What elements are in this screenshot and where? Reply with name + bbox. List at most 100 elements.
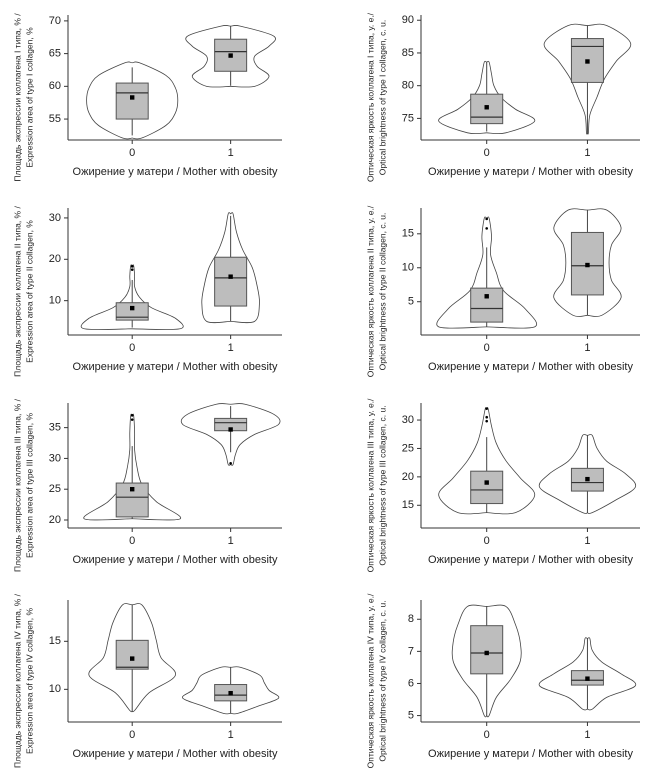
box xyxy=(470,287,504,323)
y-tick-label: 15 xyxy=(49,635,61,647)
y-tick-label: 80 xyxy=(402,80,414,92)
x-tick-label: 1 xyxy=(228,729,234,741)
x-tick-label: 0 xyxy=(484,342,490,354)
y-tick-label: 90 xyxy=(402,14,414,26)
mean xyxy=(130,656,135,661)
x-tick-label: 0 xyxy=(129,147,135,159)
x-axis-label: Ожирение у матери / Mother with obesity xyxy=(428,361,633,373)
y-tick-label: 10 xyxy=(49,295,61,307)
x-axis-label: Ожирение у матери / Mother with obesity xyxy=(73,748,278,760)
x-tick-label: 0 xyxy=(129,729,135,741)
y-axis-label: Оптическая яркость коллагена II типа, у.… xyxy=(365,205,375,377)
y-axis-label: Оптическая яркость коллагена III типа, у… xyxy=(365,398,375,572)
y-tick-label: 20 xyxy=(49,514,61,526)
y-axis-label: Expression area of type I collagen, % xyxy=(24,27,34,168)
y-axis-label: Expression area of type III collagen, % xyxy=(24,413,34,558)
mean xyxy=(484,650,489,656)
y-tick-label: 70 xyxy=(49,15,61,27)
mean xyxy=(228,274,233,279)
y-tick-label: 10 xyxy=(402,262,414,274)
box xyxy=(115,639,149,670)
x-axis-label: Ожирение у матери / Mother with obesity xyxy=(428,748,633,760)
outlier xyxy=(485,415,489,419)
x-tick-label: 0 xyxy=(129,342,135,354)
box xyxy=(214,256,248,307)
x-tick-label: 1 xyxy=(584,342,590,354)
x-axis-label: Ожирение у матери / Mother with obesity xyxy=(73,361,278,373)
panel: 10 20 30 Площадь экспрессии коллагена II ти… xyxy=(12,206,282,377)
box xyxy=(115,82,149,120)
panel: 75 80 85 90 Оптическая яркость коллагена I т… xyxy=(365,12,640,182)
outlier xyxy=(130,268,134,271)
y-tick-label: 35 xyxy=(49,422,61,434)
y-tick-label: 65 xyxy=(49,48,61,60)
outlier xyxy=(485,227,489,230)
y-tick-label: 30 xyxy=(49,452,61,464)
y-tick-label: 75 xyxy=(402,112,414,124)
y-tick-label: 25 xyxy=(402,442,414,454)
x-axis-label: Ожирение у матери / Mother with obesity xyxy=(428,554,633,566)
x-tick-label: 1 xyxy=(584,535,590,547)
x-axis-label: Ожирение у матери / Mother with obesity xyxy=(428,166,633,178)
mean xyxy=(484,294,489,299)
y-tick-label: 55 xyxy=(49,113,61,125)
outlier xyxy=(130,265,134,268)
mean xyxy=(130,305,135,311)
y-tick-label: 6 xyxy=(408,677,414,689)
y-axis-label: Expression area of type IV collagen, % xyxy=(24,608,34,754)
y-axis-label: Expression area of type II collagen, % xyxy=(24,220,34,363)
y-tick-label: 30 xyxy=(49,212,61,224)
y-axis-label: Optical brightness of type II collagen, … xyxy=(377,213,387,371)
mean xyxy=(585,262,590,268)
y-tick-label: 7 xyxy=(408,645,414,657)
panel: 20 25 30 35 Площадь экспрессии коллагена III… xyxy=(12,398,282,572)
y-tick-label: 25 xyxy=(49,483,61,495)
mean xyxy=(585,676,590,681)
y-axis-label: Оптическая яркость коллагена I типа, у. … xyxy=(365,12,375,182)
mean xyxy=(585,476,590,482)
mean xyxy=(585,59,590,64)
mean xyxy=(228,690,233,696)
y-tick-label: 5 xyxy=(408,709,414,721)
y-axis-label: Optical brightness of type I collagen, c… xyxy=(377,20,387,175)
box xyxy=(115,302,149,321)
y-tick-label: 5 xyxy=(408,296,414,308)
y-axis-label: Optical brightness of type IV collagen, … xyxy=(377,600,387,761)
y-axis-label: Площадь экспрессии коллагена III типа, %… xyxy=(12,398,22,572)
y-axis-label: Площадь экспрессии коллагена I типа, % / xyxy=(12,13,22,182)
x-tick-label: 0 xyxy=(484,535,490,547)
y-tick-label: 8 xyxy=(408,613,414,625)
mean xyxy=(228,53,233,58)
outlier xyxy=(130,414,134,417)
mean xyxy=(228,427,233,432)
panel: 55 60 65 70 Площадь экспрессии коллагена I т… xyxy=(12,13,282,182)
y-tick-label: 10 xyxy=(49,683,61,695)
y-tick-label: 20 xyxy=(402,471,414,483)
outlier xyxy=(130,418,134,421)
outlier xyxy=(485,407,489,410)
y-tick-label: 85 xyxy=(402,47,414,59)
y-tick-label: 20 xyxy=(49,253,61,265)
y-axis-label: Площадь экспрессии коллагена II типа, % … xyxy=(12,206,22,377)
y-tick-label: 15 xyxy=(402,499,414,511)
x-tick-label: 1 xyxy=(228,147,234,159)
y-tick-label: 60 xyxy=(49,80,61,92)
y-axis-label: Площадь экспрессии коллагена IV типа, % … xyxy=(12,593,22,768)
x-axis-label: Ожирение у матери / Mother with obesity xyxy=(73,166,278,178)
y-tick-label: 15 xyxy=(402,228,414,240)
panel: 5 6 7 8 Оптическая яркость коллагена IV типа… xyxy=(365,593,640,768)
y-axis-label: Оптическая яркость коллагена IV типа, у.… xyxy=(365,593,375,768)
box xyxy=(470,625,504,675)
x-tick-label: 1 xyxy=(584,729,590,741)
y-tick-label: 30 xyxy=(402,414,414,426)
y-axis-label: Optical brightness of type III collagen,… xyxy=(377,405,387,565)
mean xyxy=(130,95,135,100)
x-tick-label: 1 xyxy=(228,535,234,547)
x-tick-label: 1 xyxy=(584,147,590,159)
x-tick-label: 0 xyxy=(484,729,490,741)
x-axis-label: Ожирение у матери / Mother with obesity xyxy=(73,554,278,566)
panel: 15 20 25 30 Оптическая яркость коллагена III… xyxy=(365,398,640,572)
